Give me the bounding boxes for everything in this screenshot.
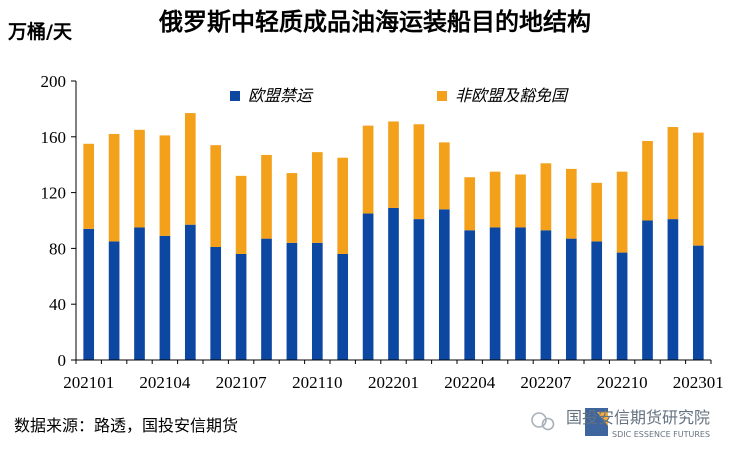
- axes-group: [71, 80, 712, 364]
- bar-eu-embargo-202212: [667, 219, 679, 360]
- wechat-icon-bubble: [541, 417, 555, 431]
- bar-eu-embargo-202101: [83, 228, 95, 360]
- bar-non-eu-202103: [134, 129, 145, 228]
- bar-non-eu-202301: [692, 132, 704, 246]
- bar-eu-embargo-202204: [464, 230, 476, 360]
- x-tick-label-202104: 202104: [139, 373, 191, 392]
- bar-non-eu-202102: [108, 134, 120, 242]
- y-tick-labels: 0 40 80 120 160 200: [41, 72, 67, 370]
- y-tick-label: 80: [49, 239, 66, 258]
- bar-eu-embargo-202102: [108, 241, 120, 360]
- bar-eu-embargo-202201: [388, 207, 399, 360]
- x-tick-label-202204: 202204: [444, 373, 496, 392]
- bar-eu-embargo-202106: [210, 247, 222, 360]
- bar-eu-embargo-202209: [591, 241, 603, 360]
- bar-non-eu-202204: [464, 177, 476, 231]
- bars-group: [83, 113, 704, 360]
- wechat-icon: [531, 412, 547, 428]
- watermark: 国投安信期货研究院 SDIC ESSENCE FUTURES: [531, 408, 710, 439]
- legend-swatch-eu-embargo: [230, 91, 240, 101]
- bar-non-eu-202109: [286, 173, 298, 243]
- legend-swatch-non-eu: [437, 91, 447, 101]
- bar-non-eu-202110: [311, 152, 323, 243]
- bar-eu-embargo-202301: [692, 245, 704, 360]
- bar-eu-embargo-202103: [134, 227, 145, 360]
- bar-non-eu-202208: [565, 168, 577, 239]
- x-tick-label-202107: 202107: [216, 373, 268, 392]
- bar-eu-embargo-202206: [515, 227, 526, 360]
- y-tick-label: 0: [58, 351, 67, 370]
- y-tick-label: 120: [41, 184, 67, 203]
- bar-eu-embargo-202108: [261, 238, 272, 360]
- legend-label-eu-embargo: 欧盟禁运: [248, 86, 314, 105]
- bar-eu-embargo-202112: [362, 213, 374, 360]
- bar-non-eu-202112: [362, 125, 374, 214]
- bar-non-eu-202202: [413, 124, 425, 220]
- y-tick-label: 200: [41, 72, 67, 91]
- x-tick-label-202207: 202207: [520, 373, 572, 392]
- bar-non-eu-202107: [235, 175, 247, 254]
- bar-eu-embargo-202109: [286, 242, 298, 360]
- bar-eu-embargo-202210: [616, 252, 628, 360]
- y-axis-unit-label: 万桶/天: [7, 20, 73, 43]
- bar-eu-embargo-202105: [184, 224, 196, 360]
- bar-eu-embargo-202205: [489, 227, 501, 360]
- chart-title: 俄罗斯中轻质成品油海运装船目的地结构: [158, 7, 591, 36]
- company-logo-accent: [597, 412, 608, 426]
- x-tick-label-202110: 202110: [292, 373, 342, 392]
- bar-eu-embargo-202207: [540, 230, 552, 360]
- watermark-english-name: SDIC ESSENCE FUTURES: [612, 430, 710, 439]
- bar-non-eu-202108: [261, 154, 272, 239]
- bar-non-eu-202206: [515, 174, 526, 228]
- bar-non-eu-202106: [210, 145, 222, 248]
- bar-non-eu-202203: [438, 142, 450, 210]
- y-tick-label: 160: [41, 128, 67, 147]
- bar-non-eu-202207: [540, 163, 552, 231]
- bar-non-eu-202211: [642, 140, 653, 221]
- bar-non-eu-202209: [591, 182, 603, 242]
- watermark-company-name: 国投安信期货研究院: [566, 408, 710, 427]
- bar-non-eu-202105: [184, 113, 196, 225]
- bar-eu-embargo-202208: [565, 238, 577, 360]
- bar-eu-embargo-202211: [642, 220, 653, 360]
- x-tick-label-202210: 202210: [597, 373, 648, 392]
- bar-eu-embargo-202110: [311, 242, 323, 360]
- bar-eu-embargo-202111: [337, 253, 349, 360]
- x-tick-label-202301: 202301: [673, 373, 724, 392]
- legend: 欧盟禁运 非欧盟及豁免国: [230, 86, 569, 105]
- bar-non-eu-202210: [616, 171, 628, 253]
- x-tick-label-202201: 202201: [368, 373, 419, 392]
- x-tick-label-202101: 202101: [63, 373, 114, 392]
- source-note: 数据来源：路透，国投安信期货: [14, 416, 238, 435]
- bar-eu-embargo-202202: [413, 219, 425, 360]
- bar-eu-embargo-202107: [235, 253, 247, 360]
- bar-eu-embargo-202104: [159, 235, 171, 360]
- legend-label-non-eu: 非欧盟及豁免国: [455, 86, 569, 105]
- x-tick-labels: 202101 202104 202107 202110 202201 202204 2022…: [63, 373, 724, 392]
- bar-non-eu-202212: [667, 127, 679, 220]
- bar-eu-embargo-202203: [438, 209, 450, 360]
- bar-non-eu-202205: [489, 171, 501, 228]
- bar-non-eu-202111: [337, 157, 349, 254]
- bar-non-eu-202101: [83, 143, 95, 229]
- bar-non-eu-202104: [159, 135, 171, 236]
- y-tick-label: 40: [49, 295, 66, 314]
- bar-non-eu-202201: [388, 121, 399, 208]
